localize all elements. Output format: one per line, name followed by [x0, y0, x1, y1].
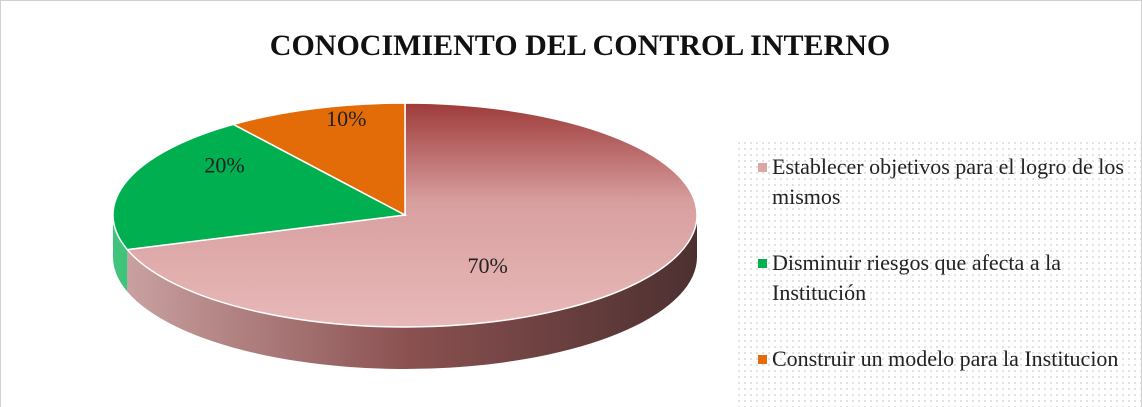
data-label: 10%: [326, 106, 366, 131]
legend-label: Construir un modelo para la Institucion: [772, 346, 1119, 371]
legend-swatch: [758, 163, 767, 172]
data-label: 70%: [468, 253, 508, 278]
legend: Establecer objetivos para el logro de lo…: [736, 140, 1142, 407]
chart-title: CONOCIMIENTO DEL CONTROL INTERNO: [270, 29, 890, 62]
slice-side: [127, 215, 697, 369]
legend-entry: Establecer objetivos para el logro de lo…: [758, 152, 1142, 212]
slice: [231, 102, 406, 217]
legend-label: Disminuir riesgos que afecta a la Instit…: [772, 250, 1061, 305]
legend-swatch: [758, 355, 767, 364]
legend-label: Establecer objetivos para el logro de lo…: [772, 154, 1124, 209]
legend-entry: Construir un modelo para la Institucion: [758, 344, 1142, 374]
legend-swatch: [758, 259, 767, 268]
legend-entry: Disminuir riesgos que afecta a la Instit…: [758, 248, 1142, 308]
slice: [125, 102, 698, 328]
data-label: 20%: [204, 153, 244, 178]
slice: [112, 123, 408, 251]
